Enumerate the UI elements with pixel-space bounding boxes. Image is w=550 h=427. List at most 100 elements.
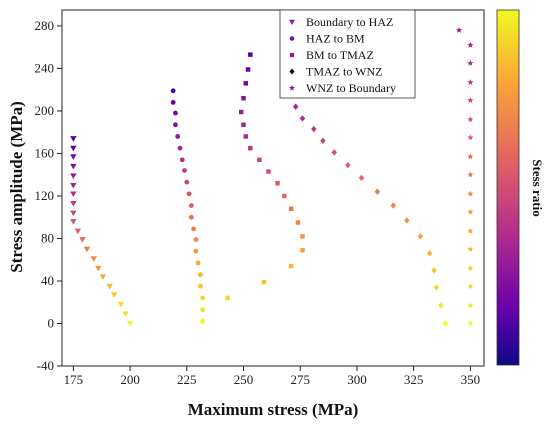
data-point [95,265,102,272]
series-group [225,52,305,301]
data-point [248,145,253,151]
y-tick-label: 200 [35,103,55,118]
data-point [300,234,305,239]
data-point [200,295,206,301]
data-point [467,41,474,48]
data-point [467,283,474,289]
x-tick-label: 200 [120,372,140,387]
data-point [191,226,196,232]
data-point [374,188,381,195]
data-point [90,256,97,262]
data-point [467,97,474,103]
series-group [456,26,474,327]
x-tick-label: 300 [347,372,367,387]
series-group [292,103,449,327]
data-point [295,220,301,225]
data-point [99,274,107,280]
data-point [70,136,77,142]
data-point [175,134,181,139]
data-point [197,272,203,278]
data-point [456,26,463,33]
legend-label: Boundary to HAZ [306,15,393,29]
data-point [117,301,125,308]
data-point [70,201,77,207]
data-point [193,248,199,254]
data-point [241,95,246,101]
data-point [433,284,440,291]
series-group [170,88,206,324]
data-point [238,109,244,115]
data-point [241,122,246,128]
y-tick-label: 0 [48,315,55,330]
data-point [467,79,474,85]
data-point [390,202,396,209]
series-group [70,136,134,327]
data-point [467,265,474,271]
legend-box [279,9,416,99]
data-point [245,67,251,72]
legend-marker [289,36,295,41]
data-point [467,302,474,309]
data-point [467,227,474,234]
data-point [188,203,194,208]
data-point [83,246,91,253]
data-point [70,163,77,170]
data-point [266,169,271,174]
colorbar: Stess ratio [496,9,545,366]
data-point [288,263,294,269]
data-point [70,182,77,189]
data-point [442,320,449,327]
data-point [257,157,262,163]
data-point [197,283,203,289]
data-point [106,283,113,290]
data-point [358,174,365,182]
data-point [200,307,206,313]
legend-label: BM to TMAZ [306,48,374,62]
data-point [225,295,230,301]
y-tick-label: 160 [35,145,55,160]
data-point [467,153,474,160]
data-point [70,154,77,160]
x-tick-label: 275 [290,372,310,387]
y-tick-label: 120 [35,188,55,203]
data-point [467,208,474,215]
data-point [200,318,206,324]
data-point [126,321,134,327]
y-tick-label: 280 [35,18,55,33]
x-axis-title: Maximum stress (MPa) [188,400,359,419]
data-point [311,125,317,133]
data-point [417,233,424,240]
data-point [261,279,267,285]
legend-label: HAZ to BM [306,32,365,46]
data-point [331,149,337,156]
legend-marker [289,52,295,58]
x-tick-label: 250 [234,372,254,387]
x-tick-label: 325 [404,372,424,387]
y-tick-label: 240 [35,60,55,75]
data-point [292,103,299,110]
data-point [426,250,433,257]
data-point [275,180,280,186]
legend-label: WNZ to Boundary [306,81,396,95]
legend-marker [289,19,295,25]
legend-label: TMAZ to WNZ [306,65,382,79]
data-point [122,311,129,318]
data-point [70,173,77,179]
legend-marker [289,85,295,91]
data-point [70,219,77,225]
data-point [431,267,437,274]
data-point [288,206,294,211]
x-tick-label: 225 [177,372,197,387]
data-point [70,191,77,198]
y-tick-label: 80 [41,230,54,245]
data-point [467,116,474,123]
data-point [177,145,183,151]
data-point [467,190,474,197]
colorbar-title: Stess ratio [530,159,545,216]
y-tick-label: 40 [41,273,54,288]
data-point [173,110,178,116]
data-point [170,100,176,105]
data-point [248,52,253,57]
data-point [195,260,201,266]
